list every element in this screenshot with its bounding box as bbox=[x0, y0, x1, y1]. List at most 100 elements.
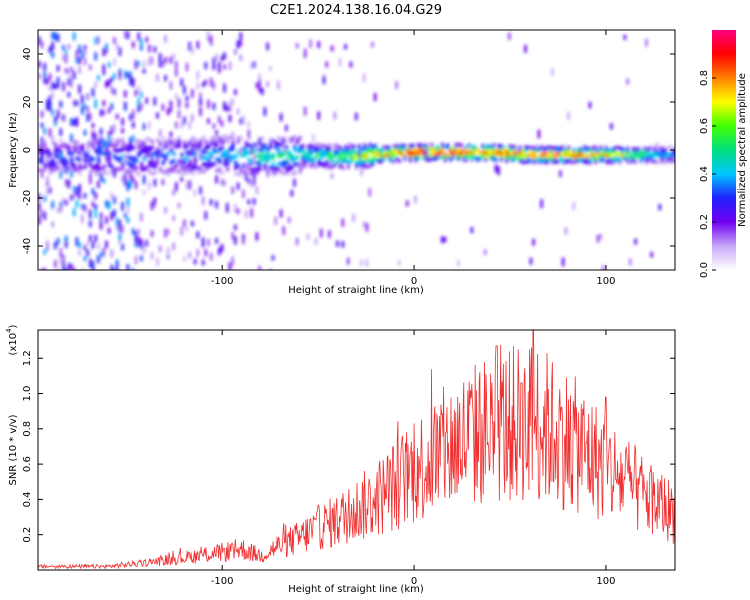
spectrogram-cell bbox=[306, 144, 310, 149]
spectrogram-cell bbox=[239, 147, 243, 154]
y-tick-label: -20 bbox=[22, 190, 33, 206]
spectrogram-cell bbox=[78, 184, 81, 193]
spectrogram-cell bbox=[518, 148, 522, 153]
spectrogram-cell bbox=[199, 186, 202, 195]
spectrogram-cell bbox=[529, 158, 533, 163]
spectrogram-cell bbox=[137, 61, 140, 67]
spectrogram-cell bbox=[564, 159, 568, 164]
spectrogram-cell bbox=[610, 153, 614, 158]
spectrogram-cell bbox=[175, 121, 178, 129]
spectrogram-cell bbox=[615, 150, 619, 155]
spectrogram-cell bbox=[416, 143, 420, 148]
spectrogram-cell bbox=[54, 162, 58, 166]
spectrogram-cell bbox=[462, 157, 466, 162]
spectrogram-cell bbox=[634, 238, 637, 245]
spectrogram-cell bbox=[124, 153, 127, 162]
spectrogram-cell bbox=[132, 145, 136, 150]
spectrogram-cell bbox=[204, 145, 208, 150]
spectrogram-cell bbox=[338, 58, 342, 67]
spectrogram-cell bbox=[81, 143, 84, 150]
spectrogram-cell bbox=[99, 166, 103, 171]
spectrogram-cell bbox=[247, 121, 251, 128]
spectrogram-cell bbox=[247, 143, 251, 147]
spectrogram-cell bbox=[629, 160, 633, 165]
spectrogram-cell bbox=[457, 147, 461, 152]
spectrogram-cell bbox=[129, 114, 132, 121]
spectrogram-cell bbox=[591, 152, 595, 157]
spectrogram-cell bbox=[218, 115, 221, 124]
spectrogram-cell bbox=[261, 145, 265, 150]
spectrogram-cell bbox=[341, 157, 345, 161]
spectrogram-cell bbox=[623, 156, 627, 161]
spectrogram-cell bbox=[287, 168, 291, 172]
spectrogram-cell bbox=[500, 152, 504, 156]
spectrogram-cell bbox=[392, 148, 396, 153]
spectrogram-cell bbox=[365, 258, 369, 268]
spectrogram-cell bbox=[161, 160, 165, 165]
spectrogram-cell bbox=[124, 212, 127, 218]
spectrogram-cell bbox=[89, 259, 92, 266]
spectrogram-cell bbox=[250, 208, 253, 218]
spectrogram-cell bbox=[247, 157, 251, 162]
spectrogram-cell bbox=[567, 154, 571, 159]
spectrogram-cell bbox=[113, 123, 116, 133]
spectrogram-cell bbox=[258, 73, 261, 80]
spectrogram-cell bbox=[231, 136, 235, 141]
spectrogram-cell bbox=[207, 151, 211, 156]
spectrogram-cell bbox=[543, 151, 547, 156]
spectrogram-cell bbox=[78, 166, 82, 171]
spectrogram-cell bbox=[132, 109, 135, 118]
spectrogram-cell bbox=[164, 154, 168, 159]
spectrogram-cell bbox=[626, 159, 630, 164]
spectrogram-cell bbox=[169, 56, 173, 64]
spectrogram-cell bbox=[231, 256, 234, 266]
spectrogram-cell bbox=[344, 44, 347, 50]
spectrogram-cell bbox=[551, 150, 555, 155]
spectrogram-cell bbox=[250, 161, 254, 166]
spectrogram-cell bbox=[261, 151, 265, 156]
spectrogram-cell bbox=[430, 143, 434, 148]
spectrogram-cell bbox=[188, 42, 191, 51]
spectrogram-cell bbox=[655, 159, 659, 164]
spectrogram-cell bbox=[188, 159, 192, 164]
spectrogram-cell bbox=[124, 174, 127, 182]
spectrogram-cell bbox=[534, 153, 539, 158]
spectrogram-cell bbox=[89, 163, 93, 167]
spectrogram-cell bbox=[113, 196, 116, 204]
spectrogram-cell bbox=[99, 251, 103, 258]
spectrogram-cell bbox=[218, 159, 222, 164]
spectrogram-cell bbox=[56, 158, 60, 167]
spectrogram-cell bbox=[239, 38, 243, 47]
spectrogram-cell bbox=[67, 80, 71, 86]
spectrogram-cell bbox=[124, 101, 127, 111]
spectrogram-cell bbox=[604, 159, 608, 164]
spectrogram-cell bbox=[263, 163, 267, 167]
spectrogram-cell bbox=[317, 143, 321, 147]
spectrogram-cell bbox=[175, 139, 179, 144]
spectrogram-cell bbox=[277, 150, 281, 155]
spectrogram-cell bbox=[594, 156, 598, 161]
spectrogram-cell bbox=[607, 154, 611, 159]
spectrogram-cell bbox=[51, 135, 54, 145]
spectrogram-cell bbox=[150, 201, 154, 210]
spectrogram-cell bbox=[314, 164, 318, 169]
spectrogram-cell bbox=[306, 233, 310, 240]
spectrogram-cell bbox=[121, 147, 125, 152]
spectrogram-cell bbox=[134, 159, 138, 164]
spectrogram-cell bbox=[83, 256, 87, 262]
spectrogram-cell bbox=[400, 148, 404, 153]
spectrogram-cell bbox=[38, 146, 42, 150]
spectrogram-cell bbox=[261, 88, 264, 95]
spectrogram-cell bbox=[209, 137, 214, 142]
spectrogram-cell bbox=[414, 151, 418, 156]
spectrogram-cell bbox=[118, 148, 122, 153]
spectrogram-cell bbox=[231, 186, 234, 195]
spectrogram-cell bbox=[118, 138, 122, 143]
spectrogram-cell bbox=[124, 179, 127, 186]
spectrogram-cell bbox=[312, 148, 316, 153]
spectrogram-cell bbox=[505, 149, 509, 154]
spectrogram-cell bbox=[97, 150, 101, 155]
spectrogram-cell bbox=[387, 156, 391, 161]
spectrogram-cell bbox=[239, 152, 243, 157]
colorbar-tick-label: 0.4 bbox=[699, 166, 710, 182]
